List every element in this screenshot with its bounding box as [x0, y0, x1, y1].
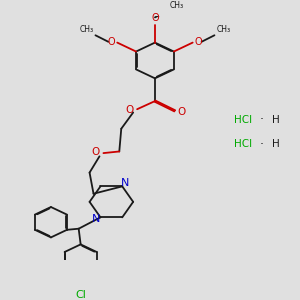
Text: ·: · — [260, 113, 264, 126]
Text: O: O — [151, 13, 159, 23]
Text: H: H — [272, 139, 280, 149]
Text: CH₃: CH₃ — [80, 26, 94, 34]
Text: O: O — [178, 107, 186, 117]
Text: HCl: HCl — [234, 115, 252, 125]
Text: O: O — [195, 37, 202, 47]
Text: CH₃: CH₃ — [216, 26, 231, 34]
Text: CH₃: CH₃ — [170, 1, 184, 10]
Text: O: O — [108, 37, 115, 47]
Text: ·: · — [260, 138, 264, 151]
Text: H: H — [272, 115, 280, 125]
Text: O: O — [125, 105, 133, 115]
Text: O: O — [91, 147, 100, 157]
Text: N: N — [92, 214, 101, 224]
Text: HCl: HCl — [234, 139, 252, 149]
Text: Cl: Cl — [75, 290, 86, 300]
Text: N: N — [121, 178, 129, 188]
